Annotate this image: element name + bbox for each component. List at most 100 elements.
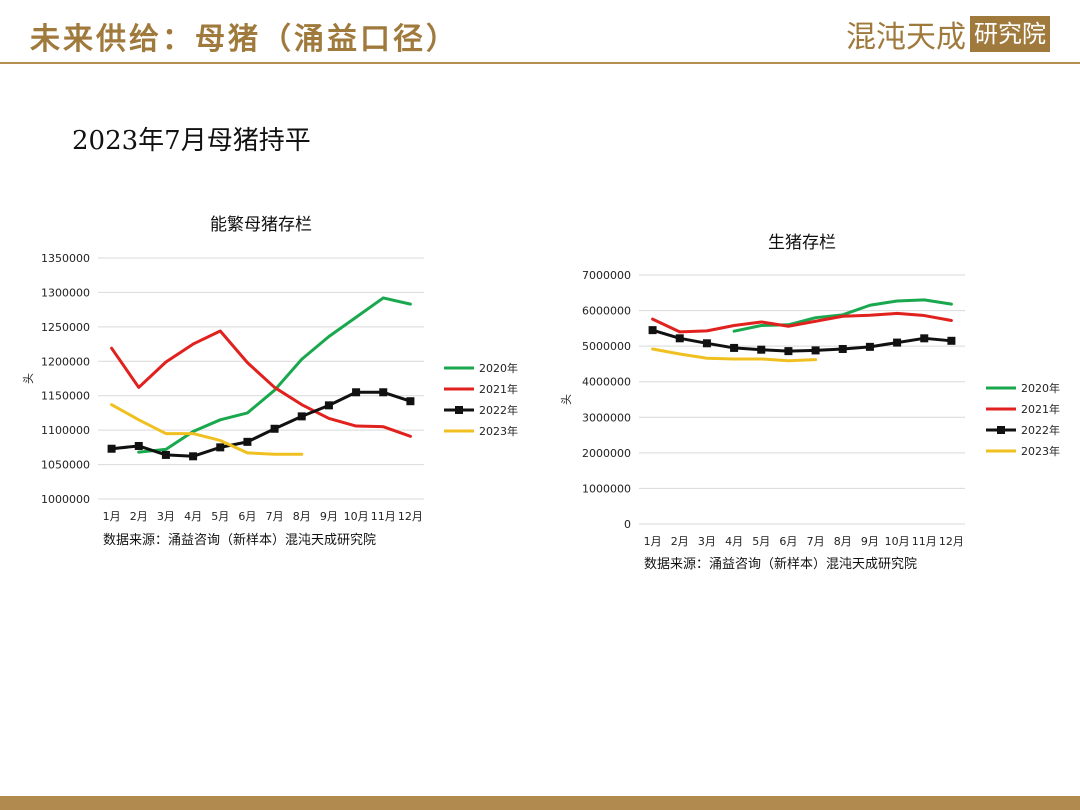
- y-tick-label: 1250000: [41, 321, 90, 334]
- data-point: [352, 388, 361, 397]
- series-line: [110, 403, 304, 456]
- series-line: [110, 390, 412, 458]
- series-line: [651, 347, 818, 363]
- legend-label: 2022年: [1021, 423, 1060, 437]
- x-tick-label: 7月: [266, 510, 284, 523]
- data-point: [865, 342, 874, 351]
- series-2023: [110, 403, 304, 456]
- data-point: [648, 326, 657, 335]
- y-tick-label: 1200000: [41, 355, 90, 368]
- data-point: [379, 388, 388, 397]
- data-point: [107, 444, 116, 453]
- logo-box-text: 研究院: [970, 16, 1050, 52]
- data-point: [893, 338, 902, 347]
- y-tick-label: 1100000: [41, 424, 90, 437]
- chart-title: 生猪存栏: [768, 233, 836, 253]
- source-note: 数据来源：涌益咨询（新样本）混沌天成研究院: [103, 532, 376, 548]
- x-tick-label: 6月: [779, 535, 797, 548]
- x-tick-label: 7月: [807, 535, 825, 548]
- sow-inventory-chart: 能繁母猪存栏 1000000 1050000 1100000 1150000 120000…: [22, 215, 518, 548]
- series-2020: [137, 296, 412, 454]
- x-tick-label: 12月: [939, 535, 964, 548]
- series-line: [651, 328, 953, 353]
- data-point: [811, 346, 820, 355]
- legend-label: 2021年: [479, 382, 518, 396]
- y-axis-label: 头: [560, 394, 573, 405]
- y-tick-label: 3000000: [582, 411, 631, 424]
- x-tick-label: 12月: [398, 510, 423, 523]
- legend-label: 2023年: [1021, 444, 1060, 458]
- data-point: [297, 412, 306, 421]
- y-axis-label: 头: [22, 373, 35, 384]
- legend-item: 2022年: [444, 403, 518, 417]
- x-tick-label: 10月: [885, 535, 910, 548]
- x-tick-label: 5月: [211, 510, 229, 523]
- y-tick-label: 1300000: [41, 286, 90, 299]
- x-tick-label: 3月: [157, 510, 175, 523]
- legend-marker: [997, 426, 1005, 434]
- x-tick-label: 5月: [752, 535, 770, 548]
- x-tick-label: 9月: [320, 510, 338, 523]
- series-line: [651, 311, 953, 334]
- data-point: [243, 437, 252, 446]
- data-point: [947, 336, 956, 345]
- header-divider: [0, 62, 1080, 64]
- x-tick-label: 11月: [912, 535, 937, 548]
- data-point: [406, 397, 415, 406]
- y-tick-label: 5000000: [582, 340, 631, 353]
- y-tick-label: 1150000: [41, 390, 90, 403]
- slide-subtitle: 2023年7月母猪持平: [72, 126, 311, 156]
- y-tick-label: 1000000: [41, 493, 90, 506]
- x-tick-label: 2月: [130, 510, 148, 523]
- data-point: [757, 345, 766, 354]
- x-tick-label: 10月: [344, 510, 369, 523]
- legend-label: 2022年: [479, 403, 518, 417]
- data-point: [161, 450, 170, 459]
- y-tick-label: 6000000: [582, 305, 631, 318]
- x-tick-label: 2月: [671, 535, 689, 548]
- page-title: 未来供给：母猪（涌益口径）: [30, 22, 459, 57]
- data-point: [189, 452, 198, 461]
- series-line: [110, 329, 412, 438]
- footer-bar: [0, 796, 1080, 810]
- data-point: [838, 344, 847, 353]
- series-2021: [110, 329, 412, 438]
- legend-item: 2020年: [986, 381, 1060, 395]
- chart-title: 能繁母猪存栏: [210, 215, 312, 235]
- x-tick-label: 8月: [834, 535, 852, 548]
- x-tick-label: 6月: [238, 510, 256, 523]
- brand-logo: 混沌天成 研究院: [846, 14, 1050, 55]
- data-point: [134, 441, 143, 450]
- series-line: [137, 296, 412, 454]
- y-tick-label: 1050000: [41, 459, 90, 472]
- legend-label: 2021年: [1021, 402, 1060, 416]
- legend-item: 2023年: [444, 424, 518, 438]
- legend-label: 2020年: [1021, 381, 1060, 395]
- x-tick-label: 9月: [861, 535, 879, 548]
- source-note: 数据来源：涌益咨询（新样本）混沌天成研究院: [644, 556, 917, 572]
- y-tick-label: 4000000: [582, 376, 631, 389]
- series-2021: [651, 311, 953, 334]
- x-tick-label: 11月: [371, 510, 396, 523]
- y-tick-label: 2000000: [582, 447, 631, 460]
- series-2022: [648, 326, 956, 356]
- legend-label: 2020年: [479, 361, 518, 375]
- series-2022: [107, 388, 415, 461]
- x-tick-label: 1月: [644, 535, 662, 548]
- y-tick-label: 0: [624, 518, 631, 531]
- legend-marker: [455, 406, 463, 414]
- x-tick-label: 1月: [103, 510, 121, 523]
- legend-item: 2021年: [986, 402, 1060, 416]
- y-tick-label: 7000000: [582, 269, 631, 282]
- x-tick-label: 4月: [184, 510, 202, 523]
- data-point: [702, 339, 711, 348]
- data-point: [675, 334, 684, 343]
- x-tick-label: 4月: [725, 535, 743, 548]
- series-2023: [651, 347, 818, 363]
- legend-label: 2023年: [479, 424, 518, 438]
- y-tick-label: 1000000: [582, 482, 631, 495]
- data-point: [270, 424, 279, 433]
- y-tick-label: 1350000: [41, 252, 90, 265]
- x-tick-label: 3月: [698, 535, 716, 548]
- data-point: [784, 347, 793, 356]
